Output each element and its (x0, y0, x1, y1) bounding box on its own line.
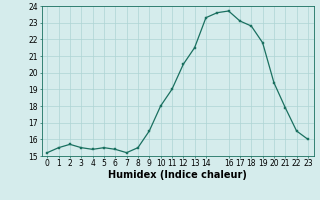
X-axis label: Humidex (Indice chaleur): Humidex (Indice chaleur) (108, 170, 247, 180)
